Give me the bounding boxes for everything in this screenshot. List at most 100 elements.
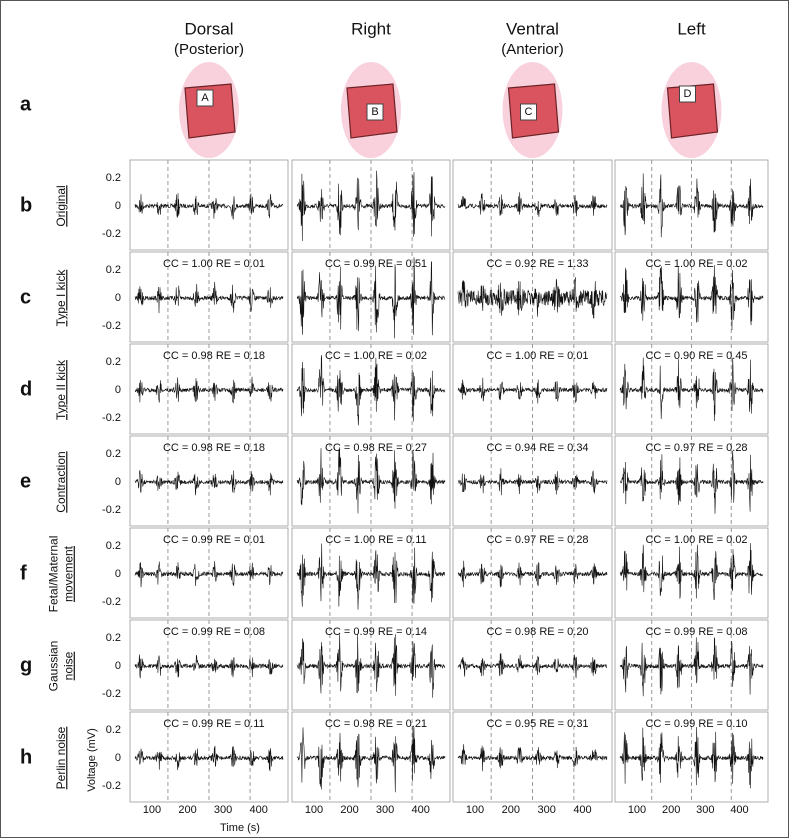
signal-trace (457, 377, 608, 404)
row-label-text: Perlin noise (54, 726, 68, 789)
x-tick-label: 400 (411, 804, 429, 816)
signal-trace (619, 265, 764, 331)
y-tick-label: -0.2 (102, 688, 121, 700)
x-tick-label: 400 (730, 804, 748, 816)
y-tick-label: 0 (115, 752, 121, 764)
signal-trace (296, 170, 446, 242)
signal-trace (619, 543, 764, 601)
marker-box (196, 89, 214, 107)
marker-box (366, 103, 384, 121)
metric-annotation: CC = 1.00 RE = 0.02 (325, 350, 427, 362)
y-tick-label: 0.2 (106, 724, 121, 736)
metric-annotation: CC = 0.99 RE = 0.51 (325, 258, 427, 270)
y-tick-label: 0.2 (106, 540, 121, 552)
y-tick-label: 0 (115, 476, 121, 488)
row-label: Gaussian (47, 641, 61, 692)
metric-annotation: CC = 1.00 RE = 0.11 (325, 534, 426, 546)
signal-trace (134, 654, 284, 679)
signal-trace (134, 561, 284, 588)
signal-trace (296, 725, 446, 793)
metric-annotation: CC = 0.90 RE = 0.45 (645, 350, 747, 362)
column-subtitle: (Posterior) (174, 41, 244, 58)
column-title: Right (351, 19, 391, 38)
signal-trace (296, 634, 446, 698)
row-label: Type II kick (54, 359, 68, 420)
metric-annotation: CC = 0.95 RE = 0.31 (486, 718, 588, 730)
signal-trace (134, 376, 284, 404)
row-letter: c (20, 286, 31, 308)
marker-box (520, 103, 537, 121)
metric-annotation: CC = 0.98 RE = 0.18 (163, 350, 265, 362)
row-label-text: Fetal/Maternal (47, 536, 61, 613)
metric-annotation: CC = 1.00 RE = 0.02 (645, 534, 747, 546)
x-tick-label: 100 (466, 804, 484, 816)
y-tick-label: 0.2 (106, 172, 121, 184)
y-tick-label: 0.2 (106, 632, 121, 644)
row-label-text: Contraction (54, 451, 68, 512)
row-label: noise (62, 651, 76, 680)
signal-trace (457, 653, 608, 679)
row-label-text: Type I kick (54, 269, 68, 327)
metric-annotation: CC = 0.97 RE = 0.28 (486, 534, 588, 546)
y-tick-label: -0.2 (102, 780, 121, 792)
signal-trace (457, 560, 608, 588)
y-tick-label: 0 (115, 292, 121, 304)
row-label: Fetal/Maternal (47, 536, 61, 613)
signal-trace (457, 744, 608, 772)
signal-trace (619, 450, 764, 514)
signal-trace (296, 355, 446, 426)
marker-label: D (684, 88, 692, 100)
metric-annotation: CC = 1.00 RE = 0.02 (645, 258, 747, 270)
x-tick-label: 200 (502, 804, 520, 816)
row-letter: b (20, 194, 32, 216)
x-tick-label: 100 (305, 804, 323, 816)
row-label-text: Gaussian (47, 641, 61, 692)
x-tick-label: 400 (249, 804, 267, 816)
signal-trace (296, 447, 446, 514)
x-tick-label: 200 (340, 804, 358, 816)
row-letter: d (20, 378, 32, 400)
signal-trace (134, 470, 284, 496)
x-tick-label: 300 (696, 804, 714, 816)
y-tick-label: -0.2 (102, 320, 121, 332)
metric-annotation: CC = 1.00 RE = 0.01 (486, 350, 588, 362)
metric-annotation: CC = 0.98 RE = 0.18 (163, 442, 265, 454)
column-title: Left (677, 19, 706, 38)
column-title: Ventral (506, 19, 559, 38)
x-tick-label: 200 (178, 804, 196, 816)
metric-annotation: CC = 0.97 RE = 0.28 (645, 442, 747, 454)
x-tick-label: 300 (214, 804, 232, 816)
y-tick-label: 0 (115, 660, 121, 672)
y-tick-label: -0.2 (102, 228, 121, 240)
x-tick-label: 100 (143, 804, 161, 816)
row-letter: h (20, 746, 32, 768)
metric-annotation: CC = 1.00 RE = 0.01 (163, 258, 265, 270)
y-tick-label: -0.2 (102, 412, 121, 424)
row-label: Original (54, 185, 68, 226)
signal-trace (457, 277, 608, 319)
signal-trace (619, 726, 764, 789)
signal-trace (619, 357, 764, 422)
signal-trace (134, 745, 284, 772)
metric-annotation: CC = 0.98 RE = 0.21 (325, 718, 427, 730)
y-axis-label-text: Voltage (mV) (86, 728, 98, 792)
y-tick-label: -0.2 (102, 504, 121, 516)
marker-label: A (201, 92, 209, 104)
row-label-text: Type II kick (54, 359, 68, 420)
signal-trace (134, 281, 284, 314)
signal-trace (134, 193, 284, 220)
metric-annotation: CC = 0.99 RE = 0.08 (645, 626, 747, 638)
row-label: Contraction (54, 451, 68, 512)
row-letter: e (20, 470, 31, 492)
signal-trace (296, 543, 446, 610)
row-letter: f (20, 562, 27, 584)
y-tick-label: 0 (115, 200, 121, 212)
metric-annotation: CC = 0.99 RE = 0.14 (325, 626, 427, 638)
signal-trace (296, 257, 446, 339)
x-tick-label: 100 (628, 804, 646, 816)
y-tick-label: 0 (115, 384, 121, 396)
y-tick-label: 0.2 (106, 264, 121, 276)
row-letter: g (20, 654, 32, 676)
row-label: Type I kick (54, 269, 68, 327)
